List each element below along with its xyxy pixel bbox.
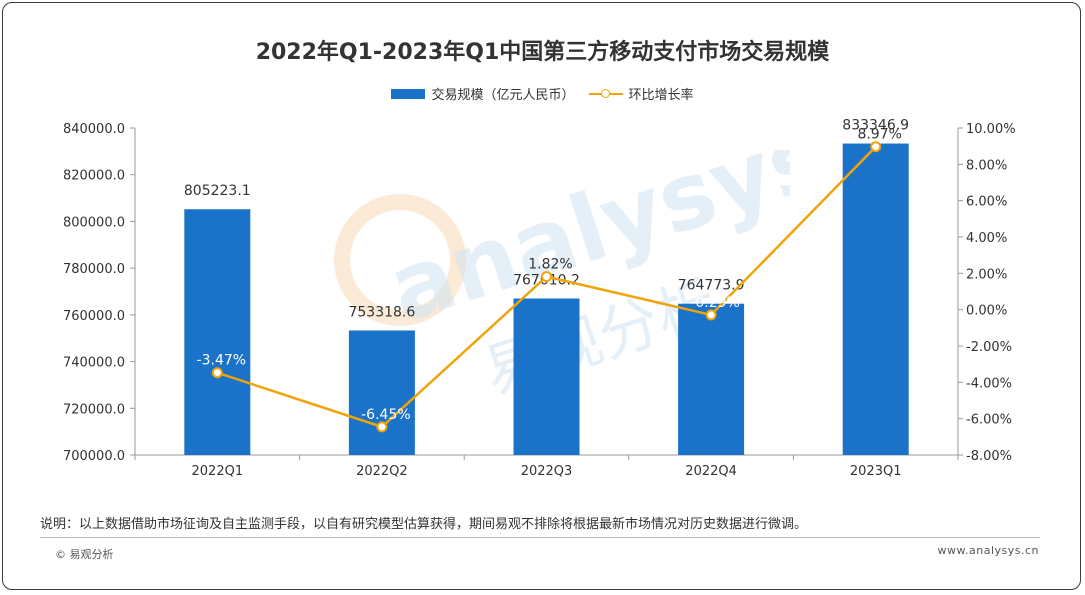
- growth-rate-point: [541, 271, 552, 283]
- legend-line-label: 环比增长率: [628, 88, 694, 103]
- right-axis-tick-label: 0.00%: [966, 304, 1007, 319]
- left-axis-tick-label: 840000.0: [63, 122, 125, 137]
- left-axis-tick-label: 800000.0: [63, 215, 125, 230]
- chart-title: 2022年Q1-2023年Q1中国第三方移动支付市场交易规模: [255, 40, 830, 65]
- legend-item-bar: 交易规模（亿元人民币）: [391, 84, 575, 103]
- right-axis-tick-label: -8.00%: [966, 449, 1012, 464]
- copyright: © 易观分析: [55, 548, 114, 561]
- x-axis-category-label: 2022Q4: [685, 464, 737, 479]
- x-axis-category-label: 2022Q3: [521, 464, 573, 479]
- bar: [678, 303, 745, 455]
- right-axis-tick-label: 8.00%: [966, 158, 1007, 173]
- legend-line-swatch: [588, 88, 623, 99]
- x-axis-category-label: 2022Q1: [192, 464, 244, 479]
- bar: [842, 143, 909, 455]
- growth-rate-label: -6.45%: [361, 407, 411, 423]
- website-link[interactable]: www.analysys.cn: [937, 544, 1039, 557]
- right-axis-tick-label: 10.00%: [966, 122, 1016, 137]
- bar: [513, 298, 580, 455]
- growth-rate-point: [705, 309, 717, 321]
- bar-value-label: 764773.9: [678, 278, 745, 294]
- legend-bar-swatch: [391, 88, 426, 99]
- growth-rate-point: [870, 141, 882, 153]
- x-axis-category-label: 2022Q2: [356, 464, 408, 479]
- right-axis-tick-label: -6.00%: [966, 413, 1012, 428]
- footnote: 说明：以上数据借助市场征询及自主监测手段，以自有研究模型估算获得，期间易观不排除…: [40, 517, 808, 532]
- right-axis-tick-label: -2.00%: [966, 340, 1012, 355]
- growth-rate-point: [376, 421, 388, 433]
- right-axis-tick-label: -4.00%: [966, 376, 1012, 391]
- left-axis-tick-label: 720000.0: [63, 402, 125, 417]
- legend-bar-label: 交易规模（亿元人民币）: [431, 88, 575, 103]
- growth-rate-point: [211, 367, 223, 379]
- left-axis-tick-label: 820000.0: [63, 169, 125, 184]
- growth-rate-label: -0.29%: [690, 295, 740, 311]
- bar-value-label: 753318.6: [348, 304, 415, 320]
- growth-rate-label: 1.82%: [528, 257, 572, 273]
- growth-rate-label: -3.47%: [197, 353, 247, 369]
- bar: [184, 209, 251, 455]
- left-axis-tick-label: 780000.0: [63, 262, 125, 277]
- right-axis-tick-label: 2.00%: [966, 267, 1007, 282]
- left-axis-tick-label: 700000.0: [63, 449, 125, 464]
- bar-value-label: 805223.1: [184, 183, 251, 199]
- right-axis-tick-label: 6.00%: [966, 195, 1007, 210]
- growth-rate-label: 8.97%: [857, 127, 901, 143]
- right-axis-tick-label: 4.00%: [966, 231, 1007, 246]
- chart-legend: 交易规模（亿元人民币） 环比增长率: [0, 84, 1085, 103]
- footer-divider: [40, 537, 1040, 538]
- left-axis-tick-label: 760000.0: [63, 309, 125, 324]
- bar: [348, 330, 415, 455]
- x-axis-category-label: 2023Q1: [850, 464, 902, 479]
- bar-value-label: 833346.9: [842, 118, 909, 134]
- legend-item-line: 环比增长率: [588, 84, 694, 103]
- left-axis-tick-label: 740000.0: [63, 356, 125, 371]
